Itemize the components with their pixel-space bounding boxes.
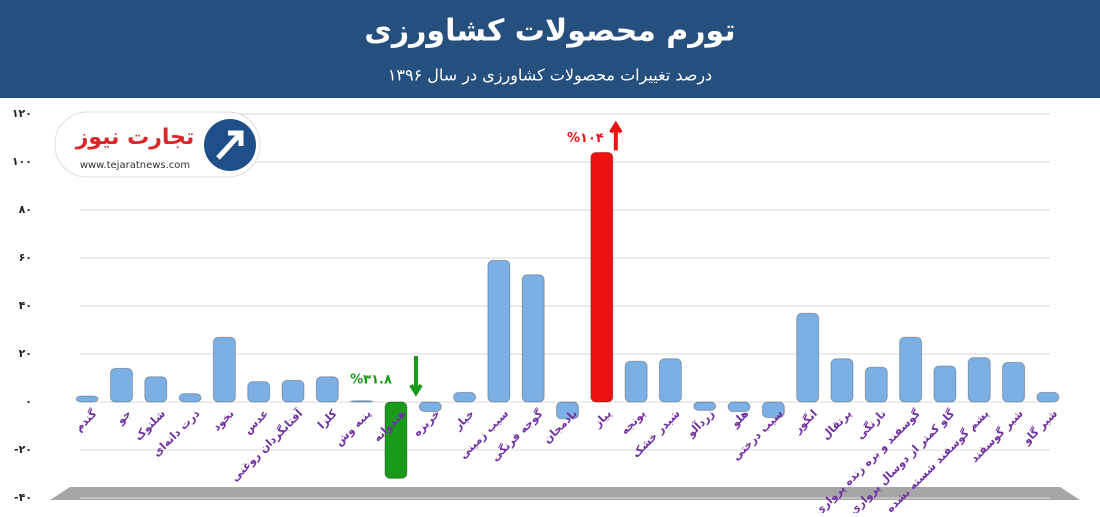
value-label: %۳۱.۸ (350, 373, 392, 388)
bar (624, 360, 648, 403)
chart-title: تورم محصولات کشاورزی (364, 14, 735, 49)
floor (50, 487, 1080, 500)
bar (864, 366, 888, 403)
bar (75, 395, 99, 403)
bar (967, 357, 991, 403)
bar (109, 367, 133, 403)
bar (178, 393, 202, 403)
y-tick-label: ۴۰ (19, 299, 32, 312)
bar (212, 336, 236, 403)
bar (1036, 391, 1060, 403)
bar (761, 401, 785, 419)
x-tick-label: نخود (210, 407, 237, 434)
bar (933, 365, 957, 403)
x-tick-label: شیر گاو (1020, 407, 1061, 448)
logo: تجارت نیوز www.tejaratnews.com (54, 111, 261, 178)
y-tick-label: -۴۰ (14, 491, 32, 504)
logo-url: www.tejaratnews.com (80, 160, 190, 171)
y-tick-label: ۱۰۰ (12, 155, 32, 168)
bar (590, 151, 614, 403)
x-tick-label: عدس (241, 407, 271, 437)
x-tick-label: پرتقال (819, 407, 854, 442)
bar (658, 358, 682, 403)
x-tick-label: یونجه (618, 407, 648, 437)
bar (384, 401, 408, 479)
bar (796, 312, 820, 403)
value-label: %۱۰۴ (567, 131, 604, 146)
logo-box (54, 111, 261, 178)
bar (350, 400, 374, 403)
logo-arrow (216, 130, 244, 160)
bar (693, 401, 717, 411)
down-arrow (409, 356, 423, 397)
up-arrow (609, 120, 623, 151)
y-tick-label: ۲۰ (19, 347, 32, 360)
y-tick-label: ۶۰ (19, 251, 32, 264)
bar (453, 391, 477, 403)
y-tick-label: ۸۰ (19, 203, 32, 216)
bar (727, 401, 751, 413)
x-tick-label: زردآلو (683, 406, 717, 440)
x-tick-label: پنبه وش (332, 407, 373, 448)
bar (315, 376, 339, 403)
logo-name: تجارت نیوز (75, 125, 195, 150)
chart-subtitle: درصد تغییرات محصولات کشاورزی در سال ۱۳۹۶ (388, 66, 712, 86)
y-tick-label: -۲۰ (14, 443, 32, 456)
x-tick-label: پیاز (591, 407, 614, 430)
bar (487, 259, 511, 403)
bar (556, 401, 579, 420)
y-tick-label: ۰ (25, 395, 32, 408)
bar (281, 379, 305, 403)
x-tick-label: انگور (791, 407, 820, 436)
x-tick-label: کلزا (315, 407, 340, 432)
header-band (0, 0, 1100, 98)
bar (144, 376, 168, 403)
bar (521, 274, 545, 403)
bar (247, 381, 271, 403)
bar (1002, 361, 1026, 403)
bar (899, 336, 923, 403)
y-tick-label: ۱۲۰ (12, 107, 32, 120)
x-tick-label: گندم (72, 407, 100, 435)
x-tick-label: خیار (451, 407, 477, 433)
x-tick-label: جو (113, 407, 133, 427)
bar (418, 401, 442, 413)
bar (830, 358, 854, 403)
